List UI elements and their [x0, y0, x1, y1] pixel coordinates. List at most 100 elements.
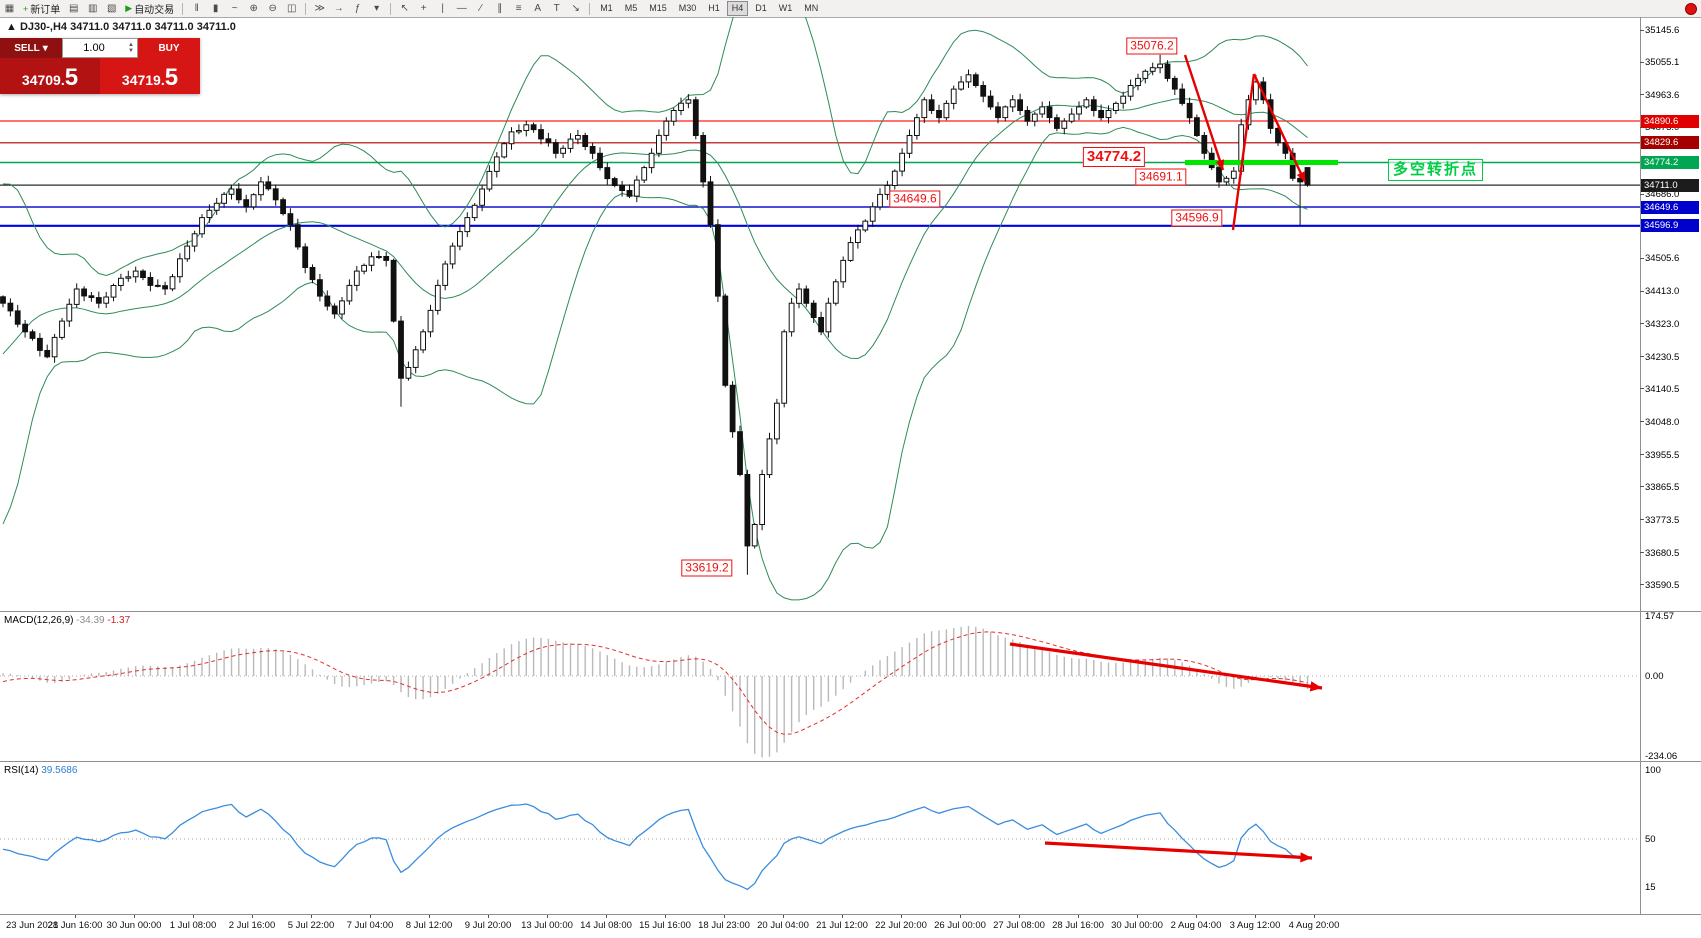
- macd-axis-tick: -234.06: [1645, 751, 1678, 763]
- autotrading-button-icon: ▶: [125, 3, 133, 13]
- time-axis-tickmark: [665, 915, 666, 918]
- time-axis-label: 7 Jul 04:00: [346, 920, 394, 931]
- text-icon[interactable]: A: [534, 3, 542, 14]
- candlestick-chart-icon[interactable]: ▮: [212, 3, 219, 14]
- price-axis-tickmark: [1640, 29, 1644, 31]
- time-axis[interactable]: 23 Jun 2021 28 Jun 16:00 30 Jun 00:00 1 Jul…: [0, 915, 1701, 938]
- market-watch-icon[interactable]: ▥: [88, 3, 98, 14]
- time-axis-tickmark: [1314, 915, 1315, 918]
- price-axis-tick: 34230.5: [1645, 351, 1680, 363]
- time-axis-label: 27 Jul 08:00: [993, 920, 1045, 931]
- time-axis-label: 2 Jul 16:00: [228, 920, 276, 931]
- price-axis-tickmark: [1640, 61, 1644, 63]
- panel-separator[interactable]: [0, 761, 1701, 762]
- new-order-button[interactable]: + 新订单: [23, 3, 61, 17]
- price-tag: 34649.6: [1641, 200, 1699, 214]
- timeframe-h4[interactable]: H4: [726, 1, 749, 16]
- timeframe-m15[interactable]: M15: [649, 3, 667, 13]
- time-axis-tickmark: [193, 915, 194, 918]
- time-axis-tickmark: [370, 915, 371, 918]
- rsi-axis-tick: 50: [1645, 834, 1656, 845]
- price-axis-tickmark: [1640, 323, 1644, 325]
- periods-dropdown-icon[interactable]: ▾: [374, 3, 380, 14]
- macd-axis-tick: 174.57: [1645, 611, 1675, 623]
- bars-chart-icon[interactable]: ‖: [194, 3, 199, 14]
- time-axis-label: 13 Jul 00:00: [521, 920, 573, 931]
- label-icon[interactable]: T: [553, 3, 560, 14]
- time-axis-label: 30 Jun 00:00: [106, 920, 162, 931]
- rsi-axis-tick: 100: [1645, 765, 1661, 776]
- trendline-icon[interactable]: ∕: [479, 3, 482, 14]
- macd-panel-canvas[interactable]: [0, 612, 1640, 761]
- timeframe-d1[interactable]: D1: [755, 3, 767, 13]
- panel-separator[interactable]: [0, 611, 1701, 612]
- timeframe-m30[interactable]: M30: [678, 3, 697, 13]
- price-annotation-label: 34649.6: [889, 190, 941, 208]
- crosshair-icon[interactable]: +: [420, 3, 427, 14]
- price-axis-tickmark: [1640, 290, 1644, 292]
- charts-icon[interactable]: ▤: [69, 3, 79, 14]
- rsi-panel-canvas[interactable]: [0, 762, 1640, 914]
- time-axis-tickmark: [842, 915, 843, 918]
- rsi-axis-tick: 15: [1645, 882, 1656, 894]
- cursor-icon[interactable]: ↖: [400, 3, 409, 14]
- timeframe-h1[interactable]: H1: [708, 3, 720, 13]
- time-axis-tickmark: [1196, 915, 1197, 918]
- time-axis-label: 28 Jul 16:00: [1052, 920, 1104, 931]
- zoom-out-icon[interactable]: ⊖: [268, 3, 277, 14]
- channel-icon[interactable]: ∥: [497, 3, 503, 14]
- sell-price[interactable]: 34709. 5: [0, 58, 100, 94]
- toolbar-separator: [182, 2, 184, 15]
- volume-stepper[interactable]: ▲ ▼: [128, 42, 134, 54]
- price-tag: 34711.0: [1641, 178, 1699, 192]
- auto-scroll-icon[interactable]: ≫: [314, 3, 325, 14]
- time-axis-tickmark: [783, 915, 784, 918]
- arrows-icon[interactable]: ↘: [571, 3, 580, 14]
- price-axis-tick: 33955.5: [1645, 449, 1680, 461]
- chart-window-icon[interactable]: ▦: [4, 3, 15, 14]
- time-axis-label: 9 Jul 20:00: [464, 920, 512, 931]
- time-axis-label: 18 Jul 23:00: [698, 920, 750, 931]
- timeframe-m5[interactable]: M5: [624, 3, 638, 13]
- sell-button[interactable]: SELL ▾: [0, 38, 62, 58]
- fibonacci-icon[interactable]: ≡: [515, 3, 522, 14]
- price-axis-tickmark: [1640, 552, 1644, 554]
- time-axis-label: 30 Jul 00:00: [1111, 920, 1163, 931]
- volume-box[interactable]: 1.00 ▲ ▼: [62, 38, 138, 58]
- time-axis-tickmark: [488, 915, 489, 918]
- vertical-line-icon[interactable]: |: [441, 3, 444, 14]
- data-window-icon[interactable]: ▧: [107, 3, 117, 14]
- timeframe-mn[interactable]: MN: [804, 3, 819, 13]
- buy-button[interactable]: BUY: [138, 38, 200, 58]
- time-axis-tickmark: [724, 915, 725, 918]
- autotrading-button[interactable]: ▶ 自动交易: [125, 3, 175, 16]
- notification-icon[interactable]: [1685, 2, 1697, 15]
- price-axis-tick: 34873.0: [1645, 122, 1680, 134]
- macd-axis-tick: 0.00: [1645, 671, 1664, 682]
- time-axis-tickmark: [1137, 915, 1138, 918]
- chart-shift-icon[interactable]: →: [333, 3, 344, 14]
- sell-dropdown-icon: ▾: [42, 42, 48, 54]
- indicators-icon[interactable]: ƒ: [354, 3, 361, 14]
- macd-indicator-label: MACD(12,26,9) -34.39 -1.37: [4, 615, 131, 626]
- main-chart-canvas[interactable]: [0, 17, 1640, 611]
- time-axis-label: 3 Aug 12:00: [1229, 920, 1281, 931]
- time-axis-tickmark: [547, 915, 548, 918]
- timeframe-w1[interactable]: W1: [778, 3, 793, 13]
- chart-title: ▲ DJ30-,H4 34711.0 34711.0 34711.0 34711…: [6, 21, 236, 33]
- time-axis-tickmark: [901, 915, 902, 918]
- toolbar: ▦ + 新订单 ▤ ▥ ▧ ▶ 自动交易 ‖ ▮ ~ ⊕ ⊖ ◫ ≫ → ƒ ▾ ↖ + | — ∕ ∥ ≡ A T ↘ M1 M5 M15…: [0, 0, 1701, 18]
- line-chart-icon[interactable]: ~: [231, 3, 238, 14]
- one-click-trading-panel: SELL ▾ 1.00 ▲ ▼ BUY 34709. 5 34719. 5: [0, 38, 200, 94]
- toolbar-separator: [589, 2, 591, 15]
- time-axis-tickmark: [960, 915, 961, 918]
- time-axis-label: 1 Jul 08:00: [169, 920, 217, 931]
- time-axis-label: 2 Aug 04:00: [1170, 920, 1222, 931]
- buy-price[interactable]: 34719. 5: [100, 58, 200, 94]
- price-axis-tick: 34323.0: [1645, 318, 1680, 330]
- zoom-in-icon[interactable]: ⊕: [249, 3, 258, 14]
- volume-value[interactable]: 1.00: [83, 42, 105, 54]
- timeframe-m1[interactable]: M1: [600, 3, 613, 13]
- tile-windows-icon[interactable]: ◫: [286, 3, 297, 14]
- horizontal-line-icon[interactable]: —: [456, 3, 467, 14]
